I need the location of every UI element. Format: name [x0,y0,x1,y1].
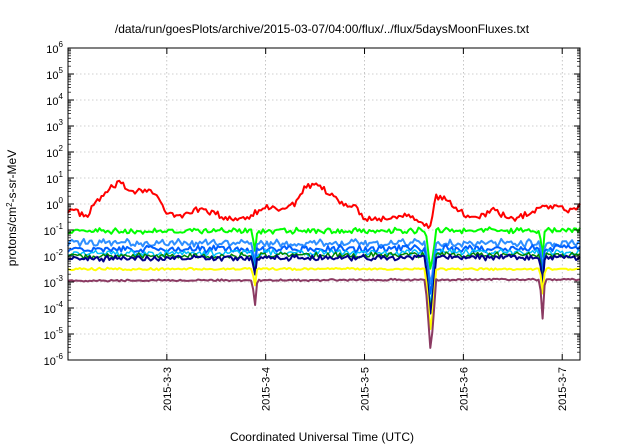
y-tick-label-base: 10 [46,122,58,134]
y-tick-label: 103 [46,118,63,134]
y-tick-label: 105 [46,66,63,82]
series-line [67,253,581,315]
y-tick-label: 10-3 [44,274,64,290]
grid [68,48,580,360]
y-tick-label-exponent: -2 [56,248,64,257]
y-tick-label: 10-1 [44,222,64,238]
y-tick-label-exponent: 3 [59,118,64,127]
series-line [67,248,581,305]
series-line [67,179,581,229]
y-tick-label-exponent: -4 [56,300,64,309]
x-axis: 2015-3-3 2015-3-4 2015-3-5 2015-3-6 2015-3-7 [162,48,569,411]
y-axis: 10-610-510-410-310-210-11001011021031041… [44,40,580,368]
y-tick-label-exponent: 1 [59,170,64,179]
y-tick-label-base: 10 [44,304,56,316]
x-tick-label: 2015-3-6 [458,367,470,411]
y-tick-label-base: 10 [44,330,56,342]
y-tick-label-exponent: 2 [59,144,64,153]
y-tick-label: 100 [46,196,63,212]
y-axis-title-post: -s-sr-MeV [5,150,19,203]
y-tick-label: 10-2 [44,248,64,264]
y-tick-label-exponent: 0 [59,196,64,205]
y-tick-label-base: 10 [44,226,56,238]
y-tick-label-base: 10 [44,278,56,290]
y-tick-label-base: 10 [44,356,56,368]
series-line [67,237,581,285]
y-tick-label-exponent: -5 [56,326,64,335]
y-tick-label-exponent: -6 [56,352,64,361]
y-tick-label-base: 10 [46,200,58,212]
series-line [67,251,581,310]
y-tick-label: 104 [46,92,63,108]
y-tick-label-exponent: -1 [56,222,64,231]
y-tick-label: 106 [46,40,63,56]
y-tick-label-base: 10 [46,96,58,108]
x-tick-label: 2015-3-7 [557,367,569,411]
y-tick-label: 10-6 [44,352,64,368]
y-tick-label-exponent: 6 [59,40,64,49]
series-line [67,277,581,349]
y-axis-title-sup: 2 [5,202,14,207]
y-axis-title-pre: protons/cm [5,207,19,266]
y-tick-label-base: 10 [46,70,58,82]
y-tick-label-exponent: 4 [59,92,64,101]
x-tick-label: 2015-3-4 [261,367,273,411]
y-tick-label: 101 [46,170,63,186]
x-axis-title: Coordinated Universal Time (UTC) [230,430,414,444]
y-tick-label-exponent: 5 [59,66,64,75]
series-line [67,266,581,331]
y-tick-label-base: 10 [46,148,58,160]
y-tick-label-base: 10 [44,252,56,264]
y-axis-title: protons/cm2-s-sr-MeV [5,150,20,266]
y-tick-label-base: 10 [46,44,58,56]
y-tick-label: 102 [46,144,63,160]
series-group [67,179,581,349]
y-tick-label: 10-4 [44,300,64,316]
y-tick-label: 10-5 [44,326,64,342]
y-tick-label-base: 10 [46,174,58,186]
x-tick-label: 2015-3-5 [360,367,372,411]
x-tick-label: 2015-3-3 [162,367,174,411]
series-line [67,226,581,270]
y-tick-label-exponent: -3 [56,274,64,283]
chart-title: /data/run/goesPlots/archive/2015-03-07/0… [115,22,530,36]
series-line [67,243,581,295]
